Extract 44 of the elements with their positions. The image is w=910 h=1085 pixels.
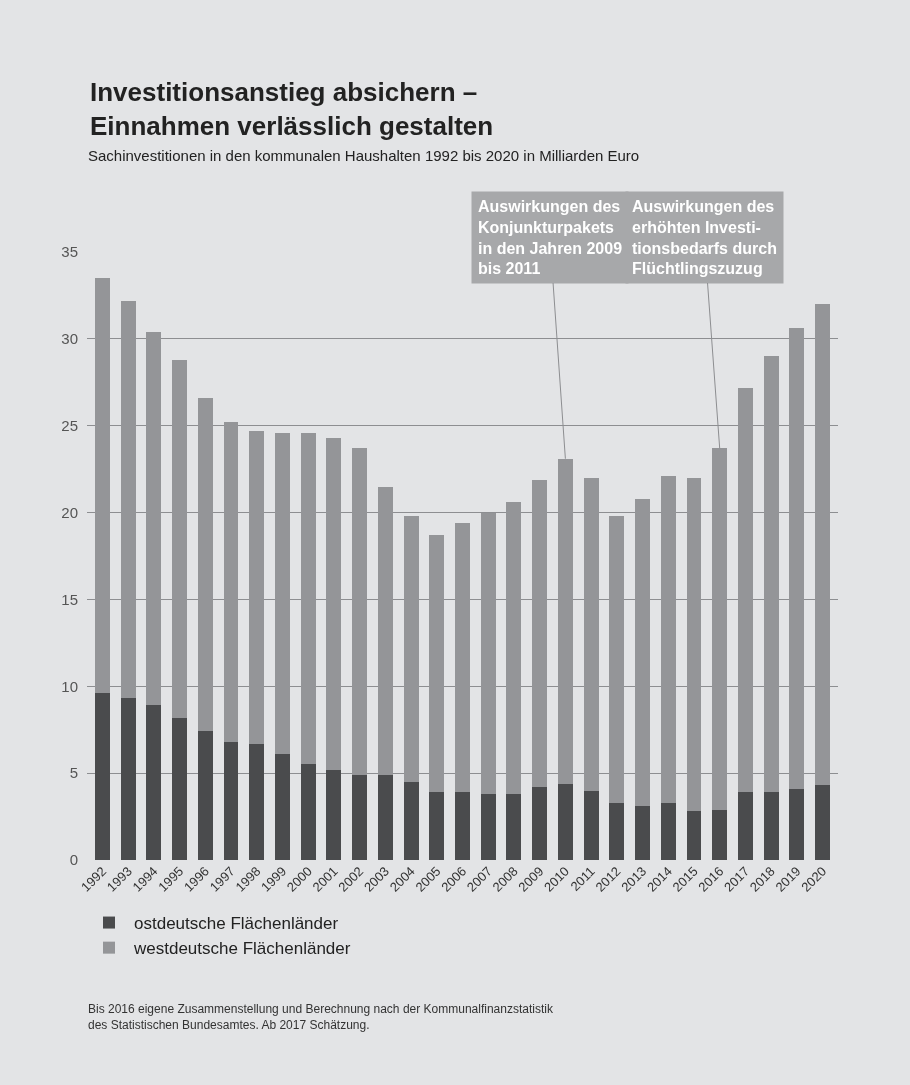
bar [197,731,213,860]
legend-label: ostdeutsche Flächenländer [134,914,339,934]
bar [815,785,831,860]
bar [583,790,599,860]
bar [172,717,188,860]
bar [557,783,573,860]
y-tick-label: 25 [61,416,78,434]
bar [146,705,162,860]
y-tick-label: 0 [69,851,78,869]
bar [403,781,419,860]
bar [635,806,650,860]
bar [660,802,676,860]
bar [532,787,548,860]
bar [223,741,239,860]
bar [789,788,805,860]
legend-label: westdeutsche Flächenländer [133,939,351,959]
y-tick-label: 35 [61,243,78,261]
chart-subtitle: Sachinvestitionen in den kommunalen Haushalten 1992 bis 2020 in Milliarden Euro [88,147,640,164]
bar [275,754,290,860]
bar [120,698,136,860]
y-tick-label: 30 [61,330,78,348]
bar [686,811,702,860]
bar [377,774,393,860]
bar [763,792,779,860]
text: Bis 2016 eigene Zusammenstellung und Berechnung nach der Kommunalfinanzstatistik des Statistischen Bundesamtes. Ab 2017 Schätzung. [88,1002,554,1032]
bar [609,802,625,860]
chart-title: Investitionsanstieg absichern – Einnahmen verlässlich gestalten [90,77,494,141]
bar [737,792,753,860]
bar [249,743,265,860]
bar [480,793,496,860]
bar [506,793,522,860]
bar [94,693,110,860]
y-tick-label: 10 [61,677,78,695]
annotation: Auswirkungen des Konjunkturpakets in den Jahren 2009 bis 2011 [478,198,623,278]
bar [300,764,316,860]
bar [326,769,342,860]
bar [429,792,445,860]
annotation: Auswirkungen des erhöhten Investi- tionsbedarfs durch Flüchtlingszuzug [632,198,777,278]
bar [712,809,728,860]
bar [352,774,368,860]
y-tick-label: 5 [69,764,78,782]
y-tick-label: 15 [61,590,78,608]
y-tick-label: 20 [61,503,78,521]
bar [455,792,470,860]
